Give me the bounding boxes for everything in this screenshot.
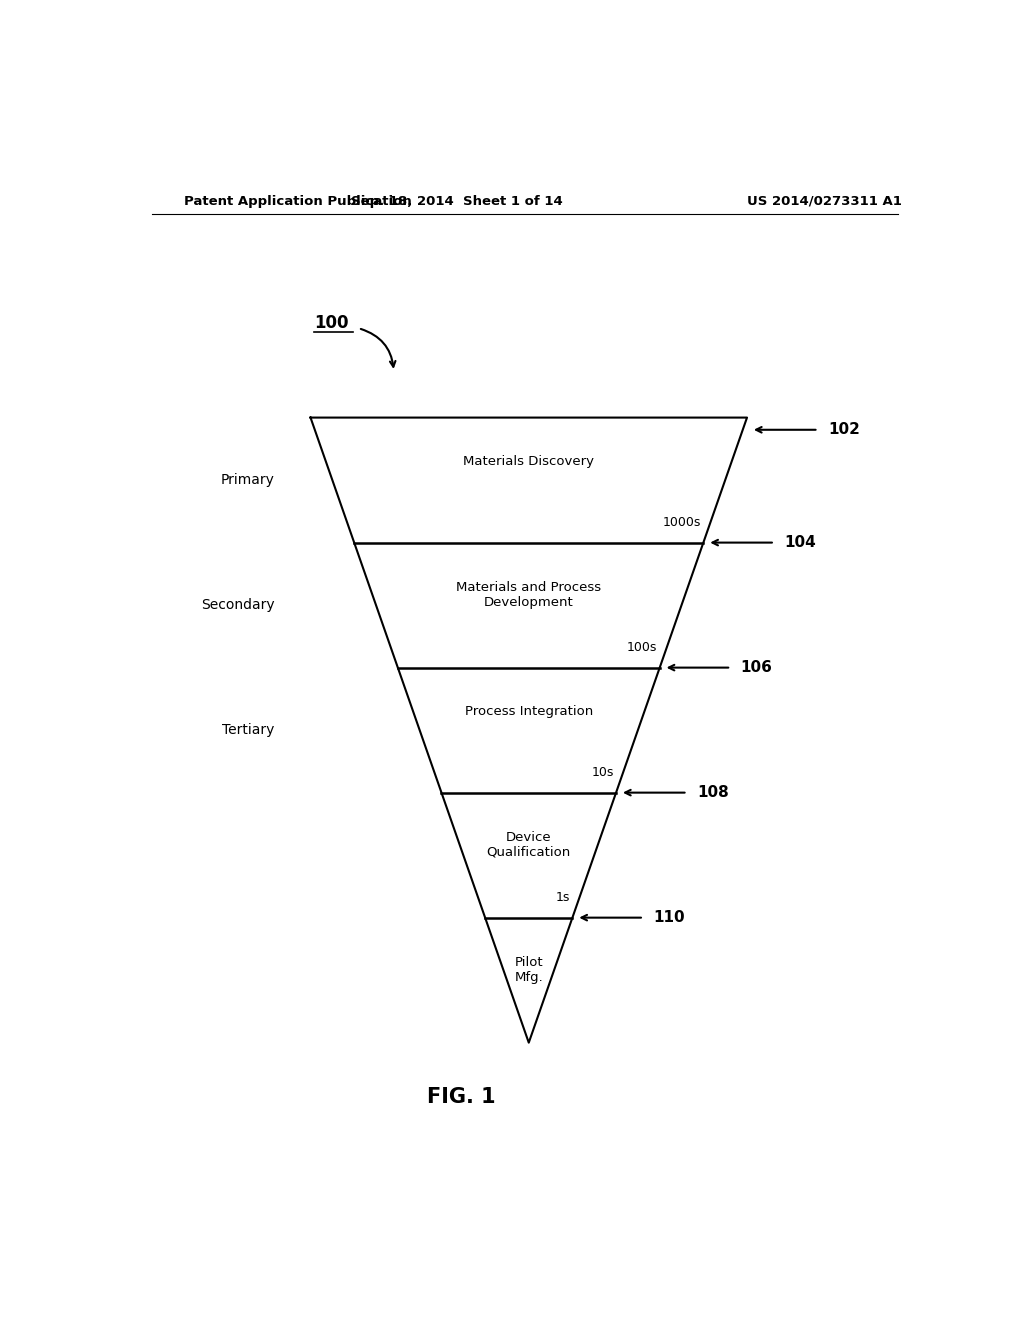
Text: Secondary: Secondary — [201, 598, 274, 612]
Text: 100s: 100s — [627, 640, 657, 653]
Text: Primary: Primary — [221, 473, 274, 487]
Text: Patent Application Publication: Patent Application Publication — [183, 194, 412, 207]
Text: 10s: 10s — [592, 766, 613, 779]
Text: 1s: 1s — [556, 891, 570, 904]
Text: 106: 106 — [740, 660, 772, 675]
Text: FIG. 1: FIG. 1 — [427, 1086, 496, 1106]
Text: 108: 108 — [697, 785, 729, 800]
Text: 104: 104 — [784, 535, 816, 550]
Text: 102: 102 — [828, 422, 860, 437]
Text: Materials and Process
Development: Materials and Process Development — [457, 581, 601, 609]
Text: Materials Discovery: Materials Discovery — [463, 455, 594, 469]
Text: Sep. 18, 2014  Sheet 1 of 14: Sep. 18, 2014 Sheet 1 of 14 — [351, 194, 563, 207]
Text: 1000s: 1000s — [663, 516, 701, 529]
Text: 110: 110 — [653, 911, 685, 925]
Text: US 2014/0273311 A1: US 2014/0273311 A1 — [748, 194, 902, 207]
Text: Pilot
Mfg.: Pilot Mfg. — [514, 956, 543, 983]
Text: Tertiary: Tertiary — [222, 723, 274, 737]
Text: Device
Qualification: Device Qualification — [486, 832, 571, 859]
Text: Process Integration: Process Integration — [465, 705, 593, 718]
Text: 100: 100 — [314, 314, 349, 333]
